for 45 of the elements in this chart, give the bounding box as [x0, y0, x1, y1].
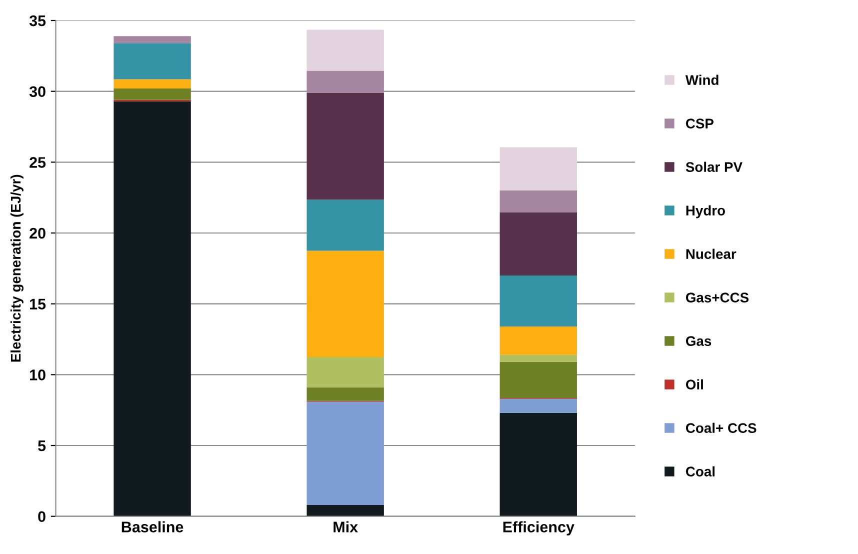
legend-label: Wind [685, 74, 718, 85]
bar [114, 101, 191, 516]
bar [114, 43, 191, 80]
bar [500, 275, 578, 326]
legend-label: Gas+CCS [686, 292, 749, 302]
y-tick-label: 0 [38, 511, 46, 522]
y-tick-label: 20 [30, 228, 46, 239]
y-tick-label: 15 [30, 298, 46, 310]
y-tick-label: 10 [30, 370, 46, 380]
bar [306, 504, 384, 516]
bar [306, 30, 384, 71]
bar [500, 354, 578, 362]
legend-label: Coal [686, 466, 715, 476]
bar [500, 212, 578, 276]
bar [114, 88, 191, 100]
y-tick-label: 30 [29, 86, 46, 98]
y-tick-label: 5 [38, 440, 46, 452]
y-tick-label: 35 [29, 15, 46, 26]
bar [306, 250, 384, 357]
bar [500, 398, 578, 413]
bar [114, 79, 191, 88]
legend-label: CSP [686, 118, 714, 128]
bar [306, 92, 384, 200]
bar [114, 36, 191, 44]
bar [306, 70, 384, 93]
x-tick-label: Baseline [122, 521, 184, 532]
legend-label: Solar PV [686, 162, 742, 172]
legend-label: Coal+ CCS [686, 422, 756, 433]
x-tick-label: Efficiency [503, 521, 574, 536]
bar [500, 326, 578, 355]
legend-label: Oil [686, 379, 703, 390]
bar [306, 356, 384, 388]
bar [306, 200, 384, 251]
bar [500, 190, 578, 212]
legend-label: Hydro [686, 205, 725, 218]
y-tick-label: 25 [30, 157, 46, 168]
bar [500, 412, 578, 516]
bar [500, 362, 578, 398]
legend-label: Nuclear [686, 248, 736, 259]
x-tick-label: Mix [334, 521, 358, 532]
bar [306, 387, 384, 401]
legend-label: Gas [686, 336, 712, 346]
y-axis-title: Electricity generation (EJ/yr) [10, 174, 24, 362]
bar [500, 147, 578, 190]
bar [306, 402, 384, 505]
